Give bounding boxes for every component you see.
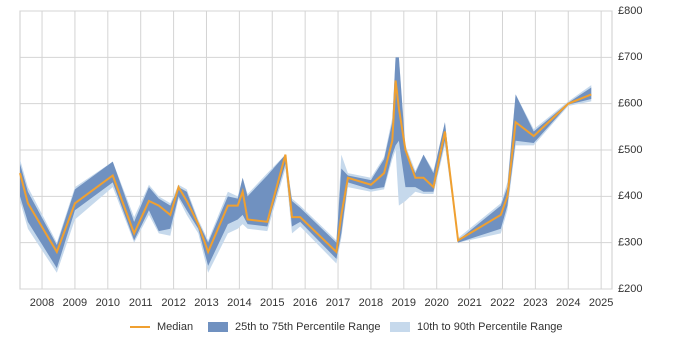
x-tick-label: 2015 xyxy=(260,297,284,309)
legend-label: 25th to 75th Percentile Range xyxy=(235,321,381,333)
legend-label: 10th to 90th Percentile Range xyxy=(417,321,563,333)
x-tick-label: 2011 xyxy=(129,297,153,309)
median-line xyxy=(19,80,592,255)
x-tick-label: 2010 xyxy=(96,297,120,309)
x-tick-label: 2019 xyxy=(392,297,416,309)
x-tick-label: 2023 xyxy=(523,297,547,309)
percentile-band xyxy=(20,57,592,269)
x-tick-label: 2022 xyxy=(490,297,514,309)
x-tick-label: 2014 xyxy=(227,297,251,309)
y-tick-label: £700 xyxy=(618,51,642,63)
x-tick-label: 2021 xyxy=(457,297,481,309)
x-tick-label: 2025 xyxy=(589,297,613,309)
y-tick-label: £600 xyxy=(618,98,642,110)
x-tick-label: 2009 xyxy=(63,297,87,309)
legend-swatch xyxy=(208,322,228,332)
x-tick-label: 2020 xyxy=(424,297,448,309)
x-tick-label: 2017 xyxy=(326,297,350,309)
x-tick-label: 2013 xyxy=(194,297,218,309)
x-tick-label: 2012 xyxy=(161,297,185,309)
x-tick-label: 2024 xyxy=(556,297,580,309)
y-tick-label: £800 xyxy=(618,5,642,17)
x-tick-label: 2016 xyxy=(293,297,317,309)
legend-swatch xyxy=(390,322,410,332)
y-tick-label: £500 xyxy=(618,144,642,156)
x-tick-label: 2018 xyxy=(359,297,383,309)
x-tick-label: 2008 xyxy=(30,297,54,309)
y-tick-label: £300 xyxy=(618,237,642,249)
y-tick-label: £400 xyxy=(618,190,642,202)
legend-label: Median xyxy=(157,321,193,333)
y-tick-label: £200 xyxy=(618,283,642,295)
